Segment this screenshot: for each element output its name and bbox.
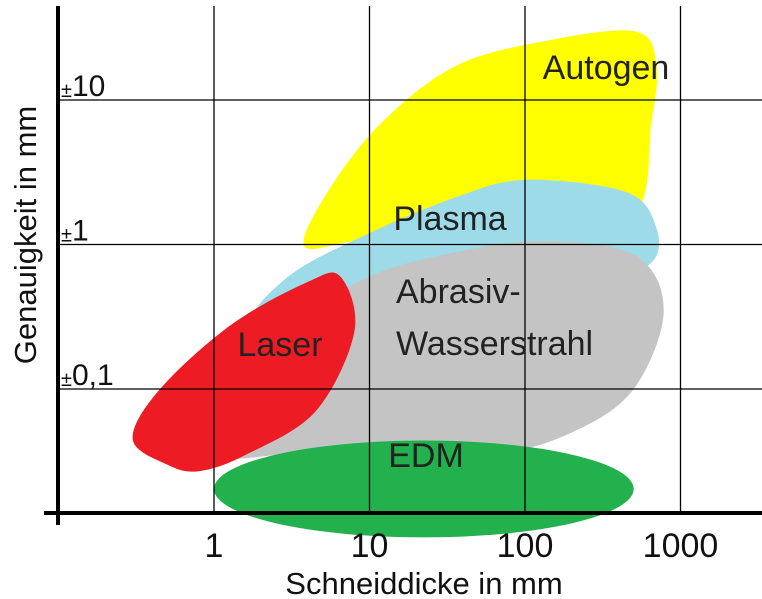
x-tick-label-1000: 1000 [643, 527, 719, 565]
label-abrasiv-wasserstrahl-line-2: Wasserstrahl [396, 325, 593, 363]
x-axis-title: Schneiddicke in mm [285, 566, 562, 599]
y-tick-label-10: 10 [72, 70, 105, 103]
x-tick-label-1: 1 [205, 527, 224, 565]
grid-layer [58, 6, 762, 513]
y-tick-sign-1: ± [61, 225, 72, 247]
ticks-layer: 1 10 100 1000± 10± 1± 0,1 [61, 70, 718, 565]
y-tick-sign-0-1: ± [61, 369, 72, 391]
y-tick-sign-10: ± [61, 80, 72, 102]
label-plasma: Plasma [393, 200, 506, 238]
y-tick-label-0-1: 0,1 [72, 359, 114, 392]
axes-layer [44, 6, 762, 525]
x-tick-label-100: 100 [497, 527, 554, 565]
labels-layer: Autogen Plasma Abrasiv- Wasserstrahl Laser ED… [237, 49, 669, 475]
y-tick-label-1: 1 [72, 215, 89, 248]
x-tick-label-10: 10 [351, 527, 389, 565]
region-laser [132, 272, 356, 472]
region-abrasiv-wasserstrahl [213, 241, 664, 459]
y-axis-title: Genauigkeit in mm [8, 106, 43, 364]
label-edm: EDM [388, 437, 464, 475]
label-autogen: Autogen [543, 49, 670, 87]
label-abrasiv-wasserstrahl-line-1: Abrasiv- [396, 273, 521, 311]
label-laser: Laser [237, 326, 322, 364]
